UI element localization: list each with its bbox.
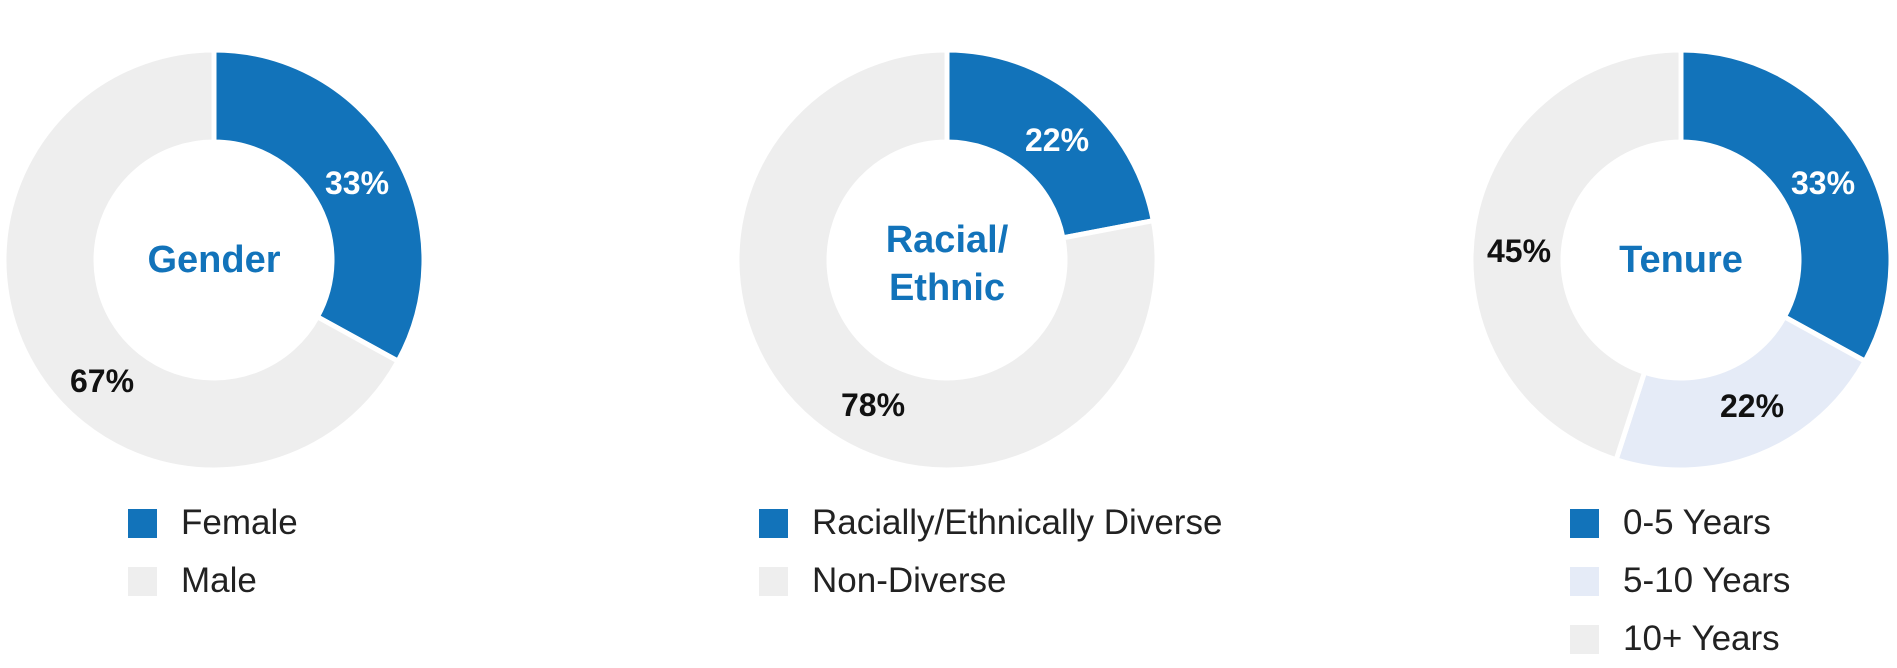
legend-racial-ethnic: Racially/Ethnically Diverse Non-Diverse: [759, 494, 1222, 610]
donut-slice-female: [211, 47, 427, 365]
slice-value-label: 33%: [1791, 165, 1855, 201]
legend-gender: Female Male: [128, 494, 298, 610]
slice-value-label: 45%: [1487, 233, 1551, 269]
donut-slice-male: [1, 47, 402, 473]
legend-swatch: [128, 566, 157, 596]
legend-label: 10+ Years: [1623, 619, 1780, 658]
donut-slice-10-years: [1468, 47, 1684, 463]
legend-swatch: [1570, 508, 1599, 538]
donut-slice-non-diverse: [734, 47, 1160, 473]
legend-item-5-10-years: 5-10 Years: [1570, 552, 1790, 610]
slice-value-label: 33%: [325, 165, 389, 201]
donut-chart-0: 33% 67% Gender: [1, 47, 427, 473]
donut-chart-2: 33% 22% 45% Tenure: [1468, 47, 1894, 473]
donut-center-label: Tenure: [1619, 239, 1743, 281]
legend-item-non-diverse: Non-Diverse: [759, 552, 1222, 610]
legend-swatch: [1570, 624, 1599, 654]
legend-label: Female: [181, 503, 298, 542]
legend-swatch: [759, 566, 788, 596]
legend-swatch: [759, 508, 788, 538]
donut-center-label: Racial/: [886, 219, 1009, 261]
donut-slice-0-5-years: [1678, 47, 1894, 365]
donut-slice-5-10-years: [1612, 313, 1869, 473]
legend-label: Non-Diverse: [812, 561, 1007, 600]
legend-item-diverse: Racially/Ethnically Diverse: [759, 494, 1222, 552]
donut-slice-racially-ethnically-diverse: [944, 47, 1157, 241]
donut-center-label: Gender: [147, 239, 280, 281]
legend-item-female: Female: [128, 494, 298, 552]
legend-item-male: Male: [128, 552, 298, 610]
slice-value-label: 67%: [70, 363, 134, 399]
legend-item-0-5-years: 0-5 Years: [1570, 494, 1790, 552]
slice-value-label: 22%: [1025, 122, 1089, 158]
donut-chart-1: 22% 78% Racial/Ethnic: [734, 47, 1160, 473]
legend-label: 0-5 Years: [1623, 503, 1771, 542]
legend-swatch: [128, 508, 157, 538]
legend-item-10-plus-years: 10+ Years: [1570, 610, 1790, 668]
legend-swatch: [1570, 566, 1599, 596]
donut-center-label: Ethnic: [889, 267, 1005, 309]
slice-value-label: 22%: [1720, 388, 1784, 424]
legend-label: Male: [181, 561, 257, 600]
legend-label: 5-10 Years: [1623, 561, 1791, 600]
legend-tenure: 0-5 Years 5-10 Years 10+ Years: [1570, 494, 1790, 668]
legend-label: Racially/Ethnically Diverse: [812, 503, 1223, 542]
slice-value-label: 78%: [841, 387, 905, 423]
